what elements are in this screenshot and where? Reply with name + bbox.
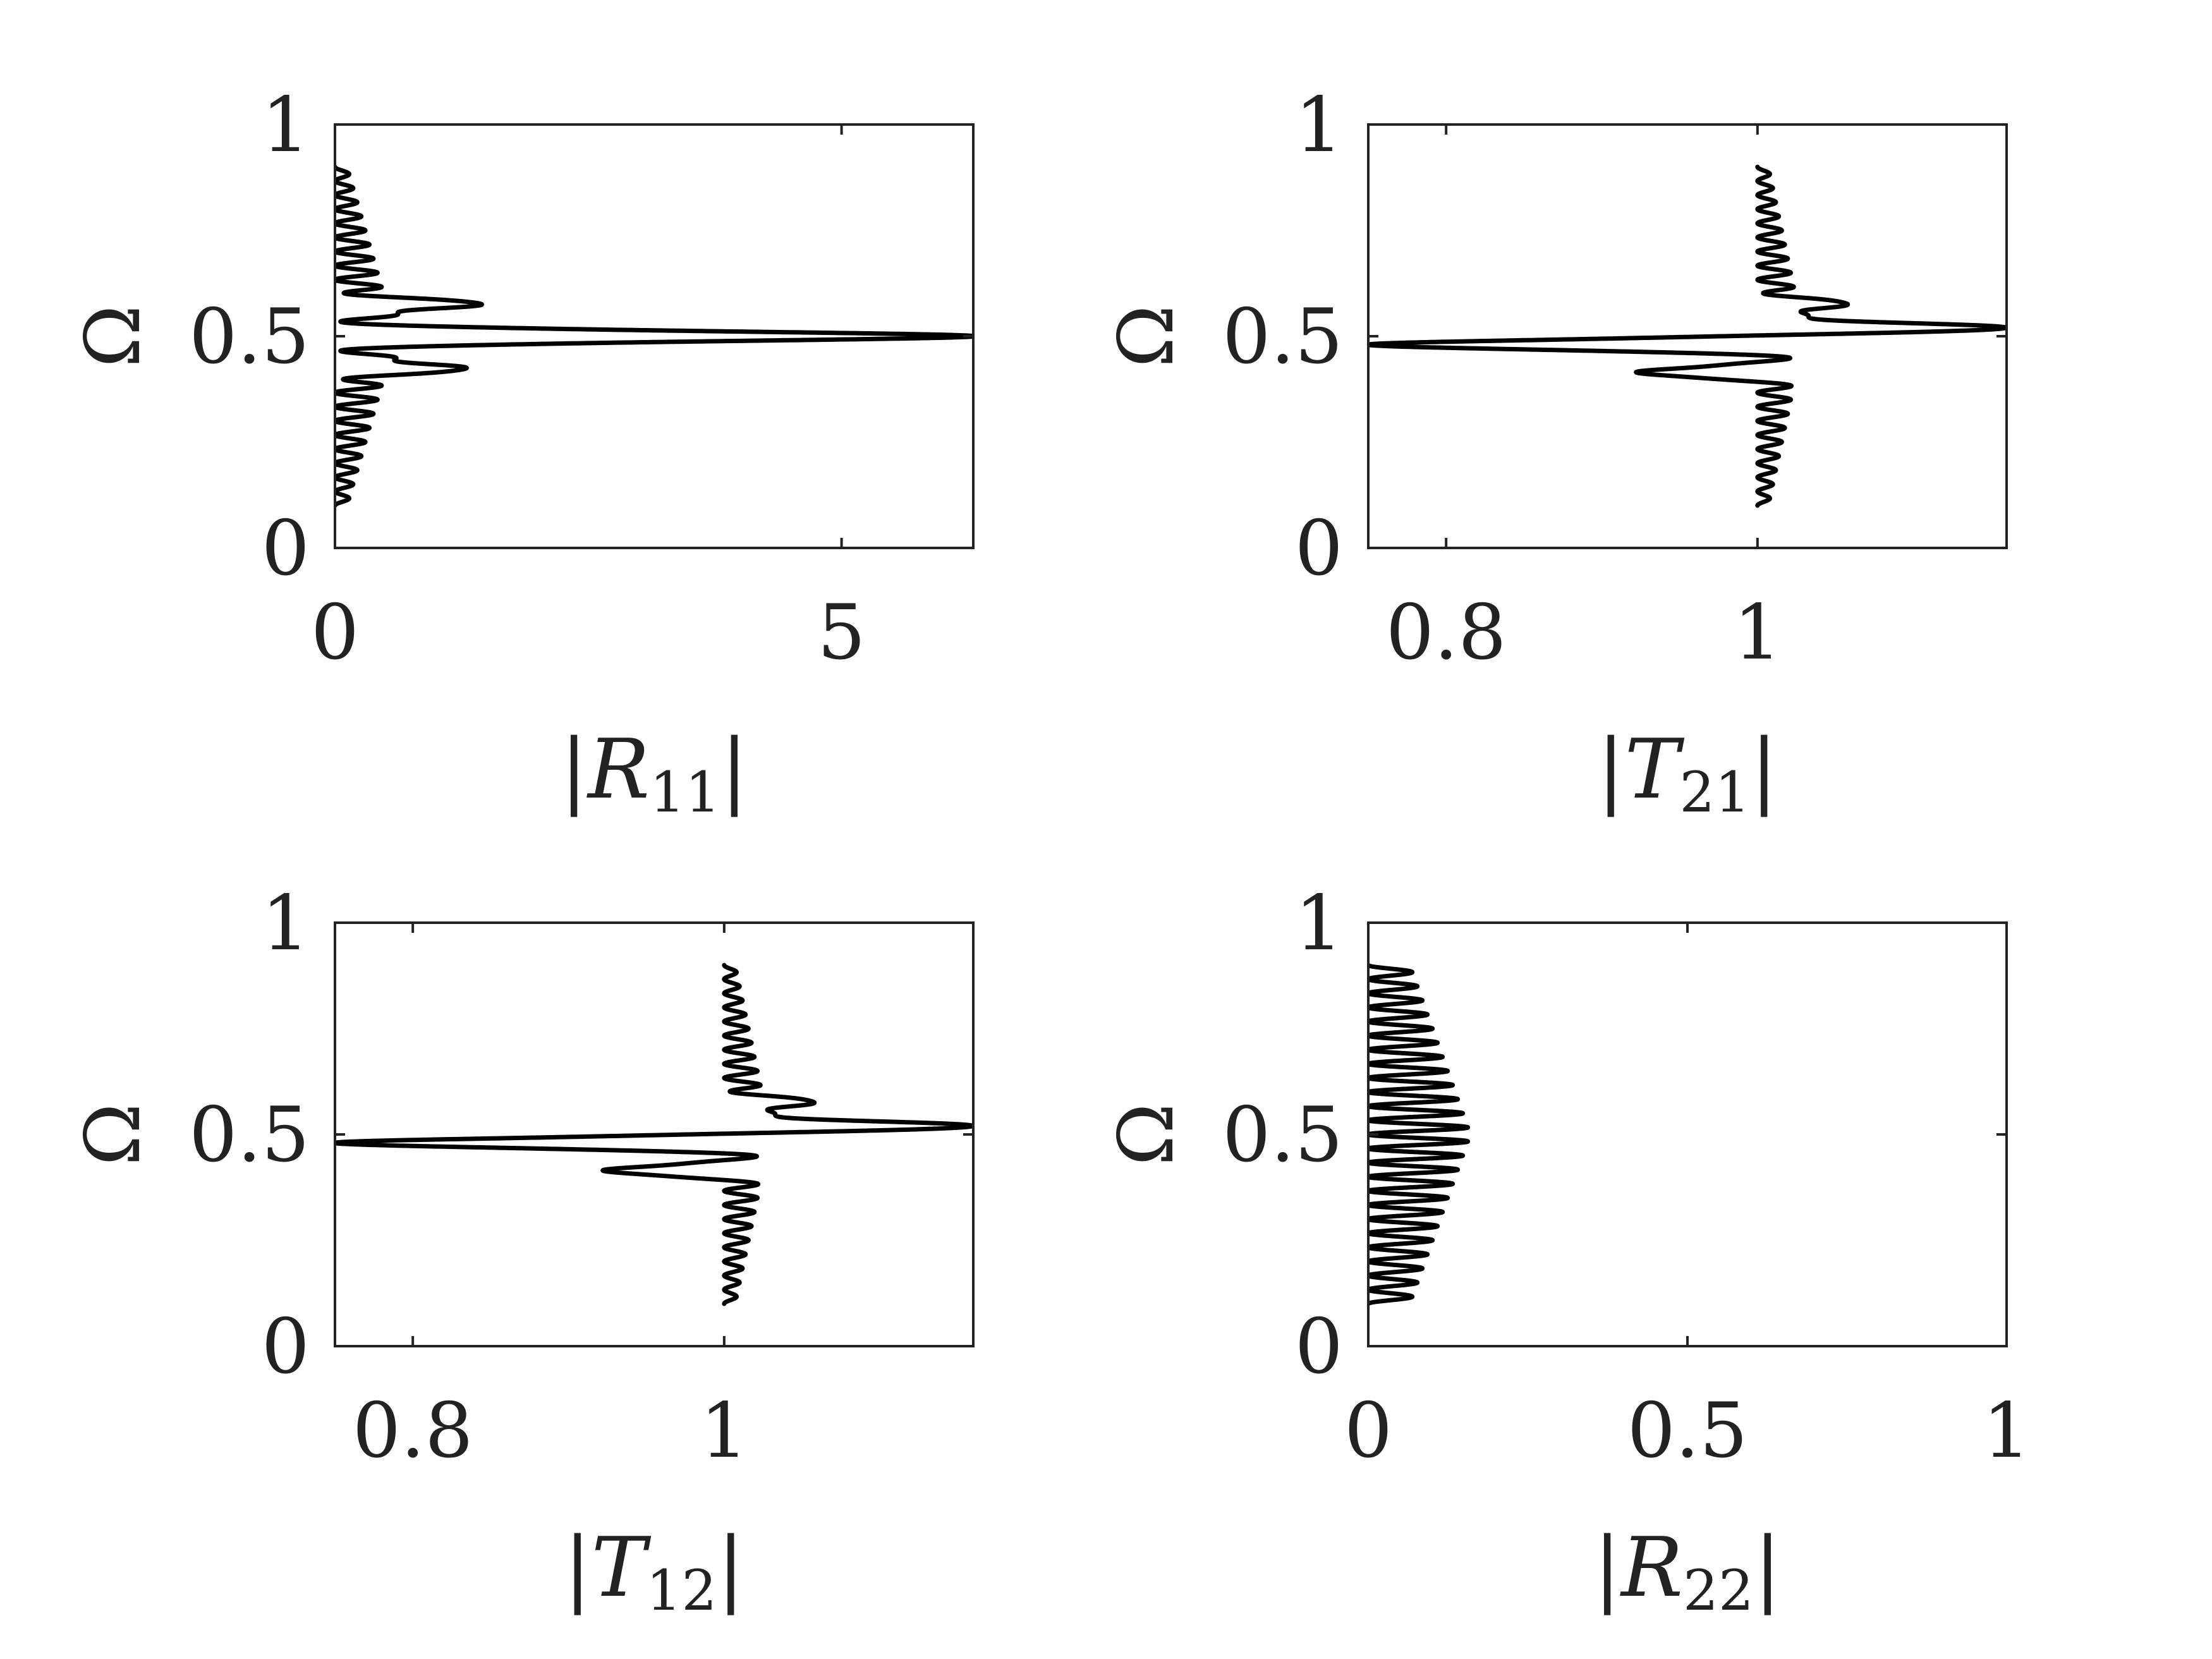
y-tick-label-t21: 1	[1295, 82, 1343, 169]
x-axis-label-t12: |T12|	[564, 1519, 744, 1623]
y-tick-label-r11: 0.5	[189, 293, 310, 381]
panel-r22: 0 0.5 1 0 0.5 1 Ω |R22|	[1103, 880, 2031, 1623]
panel-r11: 0 5 0 0.5 1 Ω |R11|	[70, 82, 975, 825]
x-tick-label-r22: 1	[1983, 1387, 2031, 1475]
x-tick-label-t12: 0.8	[353, 1387, 473, 1475]
x-tick-label-r11: 5	[817, 589, 865, 677]
y-tick-label-t12: 1	[262, 880, 310, 968]
y-tick-label-t21: 0.5	[1222, 293, 1343, 381]
x-tick-label-t12: 1	[700, 1387, 748, 1475]
y-tick-label-r22: 1	[1295, 880, 1343, 968]
y-tick-label-t12: 0	[262, 1303, 310, 1391]
y-tick-label-r22: 0.5	[1222, 1091, 1343, 1179]
series-line-t21	[1368, 164, 2007, 508]
x-tick-label-t21: 1	[1734, 589, 1782, 677]
y-tick-label-r22: 0	[1295, 1303, 1343, 1391]
y-axis-label-t21: Ω	[1103, 305, 1191, 368]
x-axis-label-r11: |R11|	[560, 721, 748, 825]
y-tick-label-t21: 0	[1295, 505, 1343, 593]
x-axis-label-r22: |R22|	[1593, 1519, 1782, 1623]
y-tick-label-r11: 1	[262, 82, 310, 169]
series-line-t12	[335, 963, 973, 1306]
y-tick-label-r11: 0	[262, 505, 310, 593]
x-tick-label-r22: 0	[1344, 1387, 1392, 1475]
y-axis-label-r11: Ω	[70, 305, 157, 368]
x-axis-label-t21: |T21|	[1597, 721, 1778, 825]
panel-t12: 0.8 1 0 0.5 1 Ω |T12|	[70, 880, 975, 1623]
y-tick-label-t12: 0.5	[189, 1091, 310, 1179]
y-axis-label-t12: Ω	[70, 1103, 157, 1166]
x-tick-label-r22: 0.5	[1627, 1387, 1748, 1475]
x-tick-label-r11: 0	[311, 589, 359, 677]
panels: 0 5 0 0.5 1 Ω |R11| 0.8 1 0 0.5 1 Ω |T21| 0.8 1 0 0.5 1 Ω |T…	[70, 82, 2031, 1623]
x-tick-label-t21: 0.8	[1386, 589, 1507, 677]
panel-t21: 0.8 1 0 0.5 1 Ω |T21|	[1103, 82, 2008, 825]
y-axis-label-r22: Ω	[1103, 1103, 1191, 1166]
